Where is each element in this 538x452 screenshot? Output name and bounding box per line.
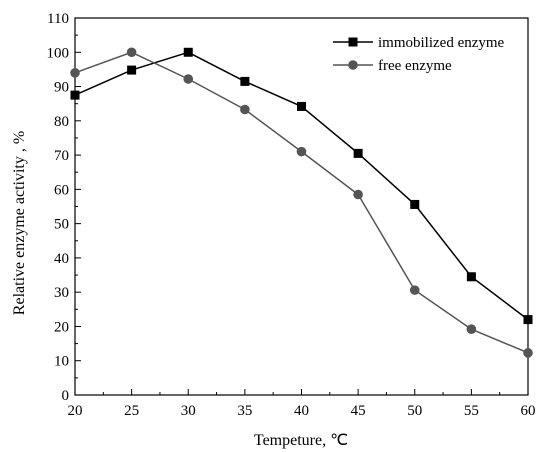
y-tick-label: 40 <box>54 251 69 267</box>
data-point-circle <box>70 68 80 78</box>
x-tick-label: 60 <box>521 403 536 419</box>
y-tick-label: 10 <box>54 354 69 370</box>
y-tick-label: 90 <box>54 80 69 96</box>
data-point-square <box>183 47 193 57</box>
series-line <box>74 51 529 321</box>
data-point-circle <box>409 285 420 295</box>
legend-label: free enzyme <box>378 58 452 74</box>
x-axis-title: Tempeture, ℃ <box>254 432 348 449</box>
legend: immobilized enzyme free enzyme <box>333 35 505 74</box>
x-tick-label: 40 <box>294 403 309 419</box>
x-tick-label: 35 <box>237 403 252 419</box>
data-point-circle <box>296 146 307 157</box>
data-point-square <box>353 148 363 158</box>
y-tick-label: 0 <box>62 388 70 404</box>
y-tick-label: 100 <box>47 45 70 61</box>
data-point-square <box>70 90 80 100</box>
data-point-square <box>523 315 533 325</box>
x-tick-label: 50 <box>407 403 422 419</box>
series-2 <box>70 47 533 358</box>
data-point-square <box>466 272 476 282</box>
y-tick-label: 70 <box>54 148 69 164</box>
data-point-square <box>127 65 137 75</box>
data-point-circle <box>353 189 363 200</box>
series-1 <box>70 47 533 325</box>
axes: 0 10 20 30 40 50 60 70 80 90 100 110 20 25 30 35 40 45 50 5… <box>47 11 536 419</box>
data-point-circle <box>466 324 477 334</box>
series-line <box>74 51 529 354</box>
legend-label: immobilized enzyme <box>378 35 505 51</box>
y-tick-label: 110 <box>47 11 69 27</box>
y-tick-label: 50 <box>54 217 69 233</box>
y-axis-title: Relative enzyme activity , % <box>11 131 28 315</box>
data-point-circle <box>126 47 137 58</box>
x-tick-label: 20 <box>68 403 83 419</box>
y-tick-label: 60 <box>54 182 69 198</box>
data-point-square <box>297 101 306 111</box>
x-tick-label: 30 <box>181 403 196 419</box>
data-point-circle <box>523 348 533 358</box>
legend-marker-circle <box>348 60 358 70</box>
plot-frame <box>74 17 529 396</box>
x-tick-label: 45 <box>351 403 366 419</box>
data-point-circle <box>183 74 194 84</box>
x-tick-label: 55 <box>464 403 479 419</box>
legend-marker-square <box>348 37 358 47</box>
y-tick-label: 20 <box>54 319 69 335</box>
y-tick-label: 30 <box>54 285 69 301</box>
data-point-circle <box>240 104 250 115</box>
data-point-square <box>410 199 420 209</box>
series-layer <box>70 47 533 358</box>
x-tick-label: 25 <box>124 403 139 419</box>
data-point-square <box>240 76 250 86</box>
y-tick-label: 80 <box>54 114 69 130</box>
